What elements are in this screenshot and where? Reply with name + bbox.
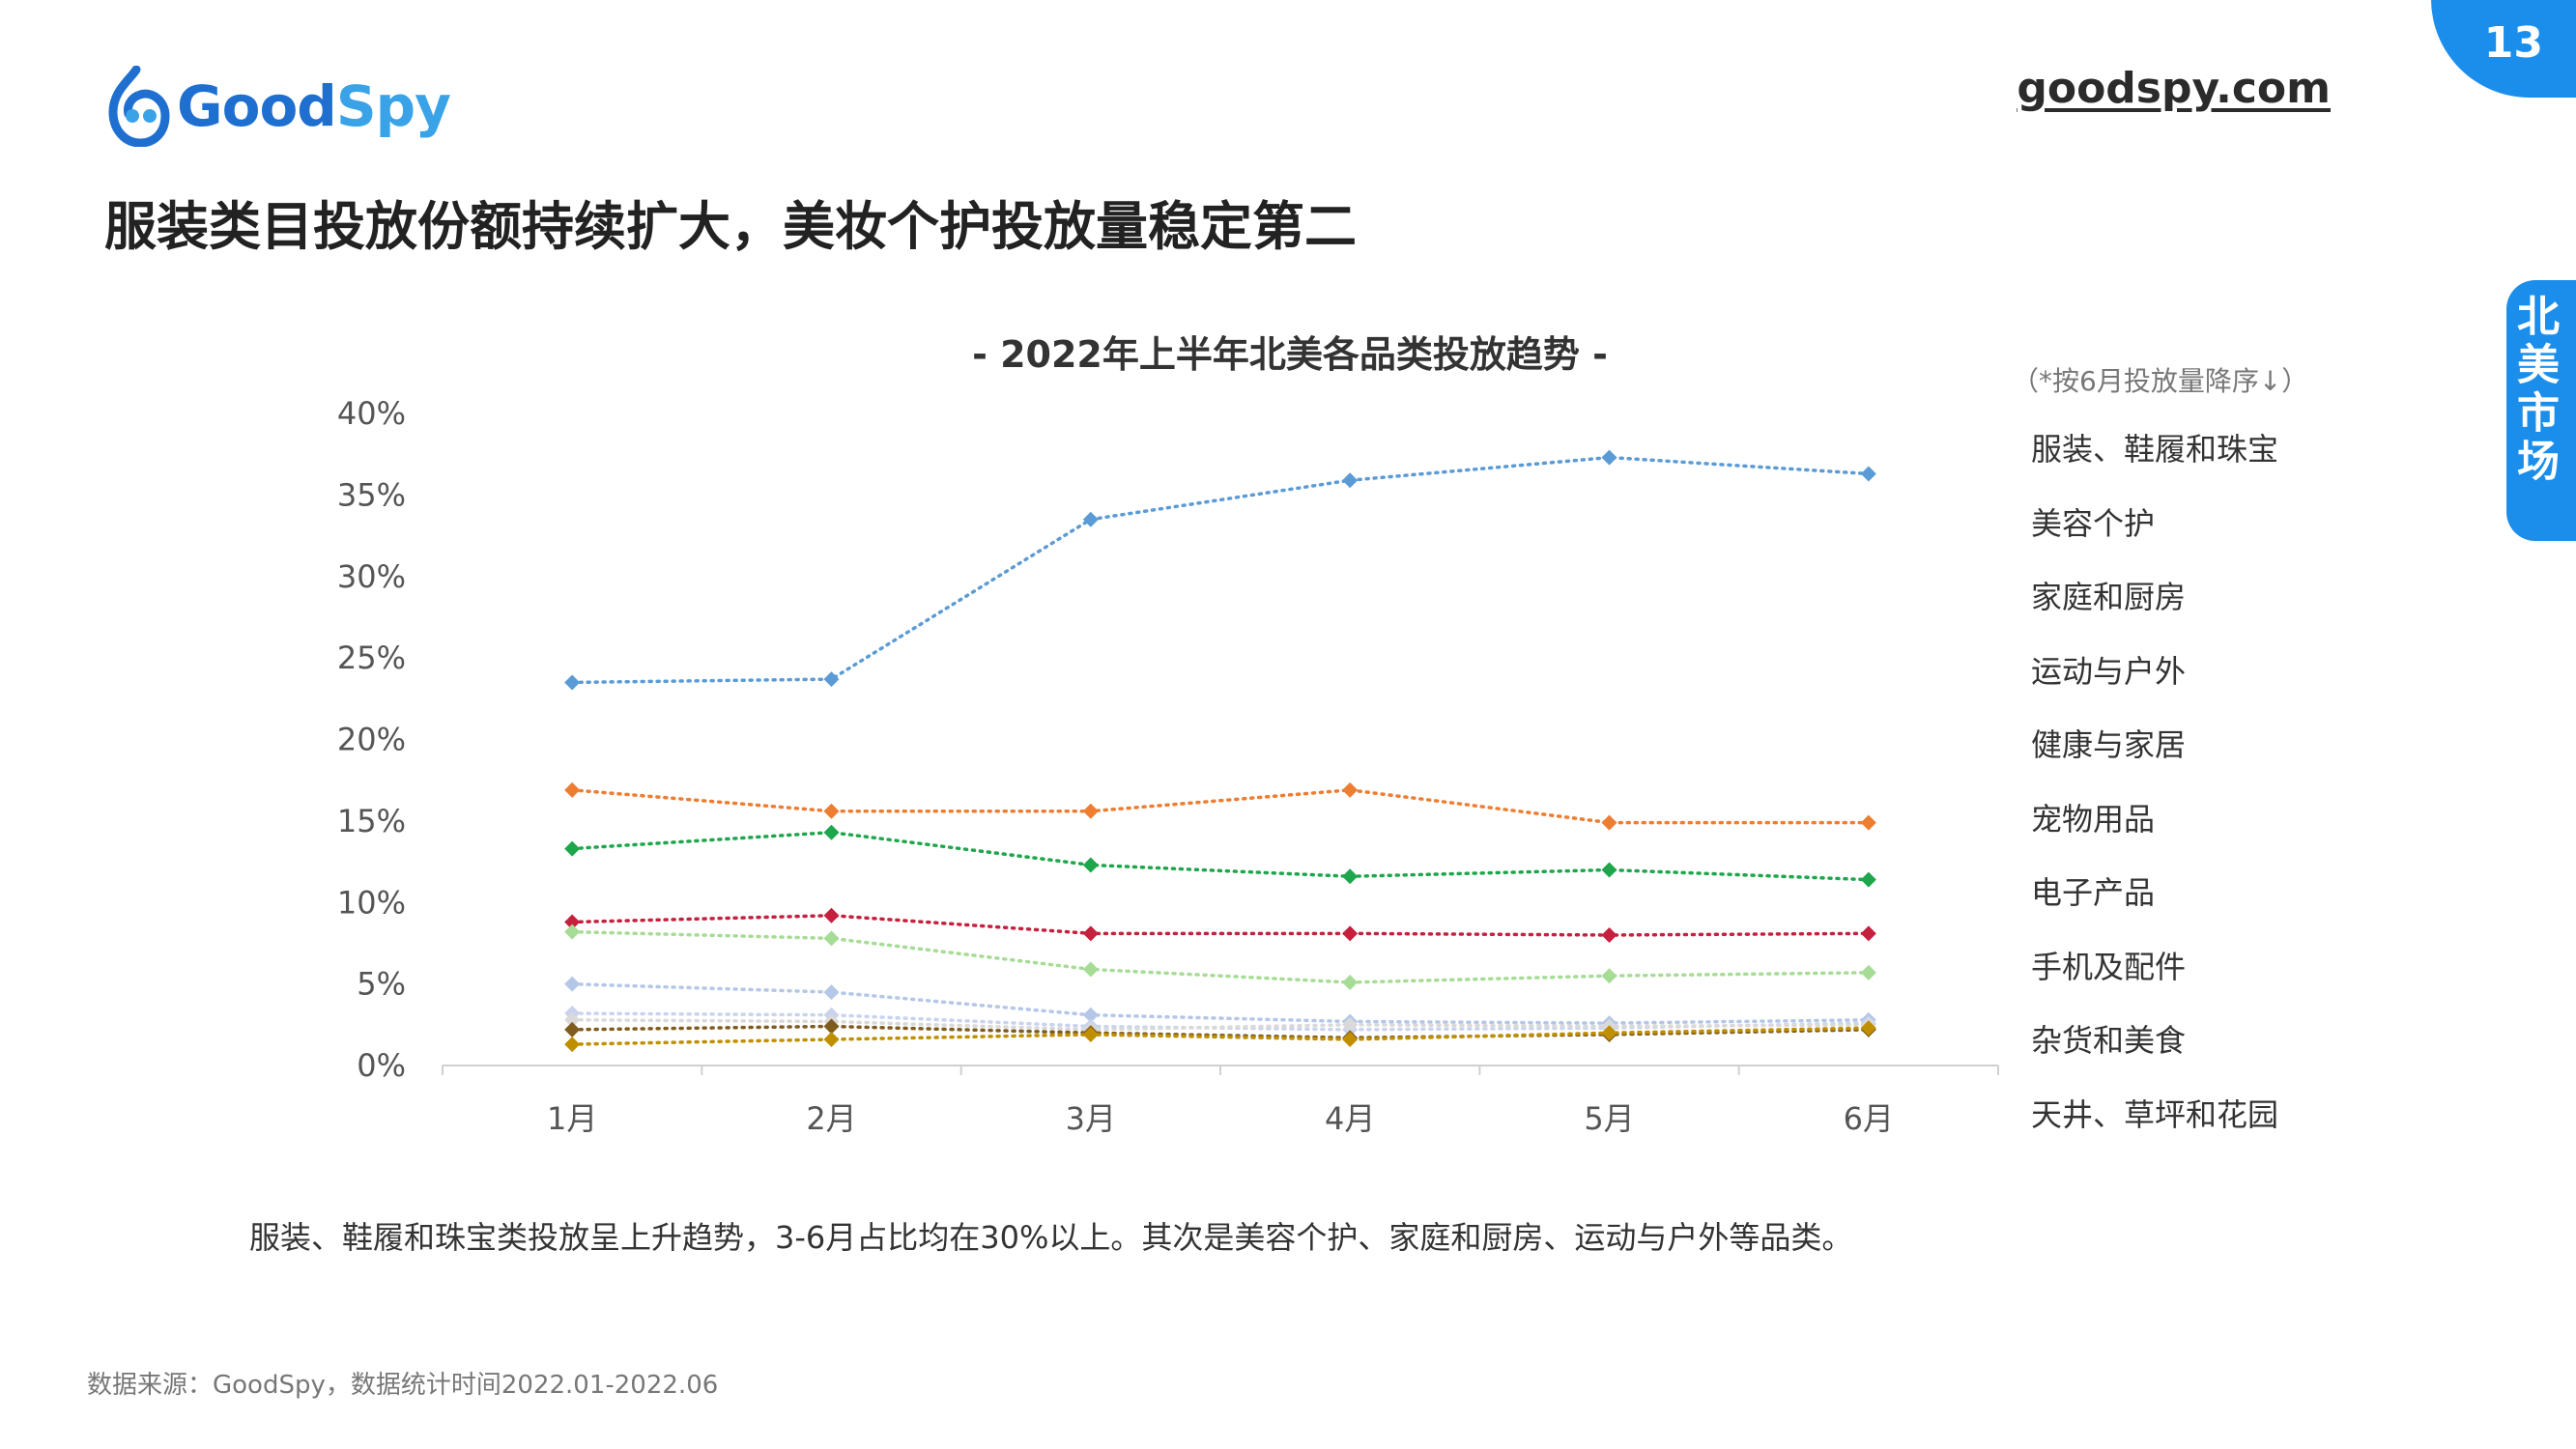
data-point — [564, 976, 581, 992]
data-point — [564, 781, 581, 798]
data-point — [564, 923, 581, 940]
data-point — [1342, 781, 1359, 798]
series-line — [570, 788, 1871, 825]
goodspy-logo: GoodSpy — [101, 66, 451, 147]
data-point — [1601, 1025, 1617, 1041]
x-tick-label: 4月 — [1325, 1100, 1375, 1137]
x-tick-label: 6月 — [1844, 1100, 1894, 1137]
legend-item: 服装、鞋履和珠宝 — [2031, 431, 2279, 468]
legend-item: 天井、草坪和花园 — [2031, 1095, 2279, 1133]
data-point — [1601, 968, 1617, 984]
x-tick-label: 1月 — [547, 1100, 597, 1137]
data-point — [564, 1011, 581, 1028]
data-point — [1860, 871, 1876, 888]
y-tick-label: 0% — [357, 1047, 406, 1084]
summary-text: 服装、鞋履和珠宝类投放呈上升趋势，3-6月占比均在30%以上。其次是美容个护、家… — [249, 1219, 1853, 1256]
y-tick-label: 10% — [337, 884, 406, 921]
legend-item: 美容个护 — [2031, 504, 2156, 542]
data-point — [1860, 1020, 1876, 1037]
data-point — [1342, 472, 1359, 489]
legend-note: （*按6月投放量降序↓） — [2012, 365, 2309, 397]
legend-item: 杂货和美食 — [2031, 1022, 2187, 1059]
legend-item: 手机及配件 — [2031, 948, 2187, 985]
logo-text-good: Good — [177, 73, 337, 139]
data-source: 数据来源：GoodSpy，数据统计时间2022.01-2022.06 — [87, 1371, 719, 1400]
data-point — [1082, 803, 1099, 819]
data-point — [823, 1018, 840, 1035]
series-line — [570, 1026, 1871, 1046]
data-point — [1601, 449, 1617, 466]
series-line — [570, 1018, 1871, 1032]
series-line — [570, 981, 1871, 1025]
y-tick-label: 15% — [337, 803, 406, 839]
data-point — [1082, 857, 1099, 873]
data-point — [823, 984, 840, 1001]
data-point — [1082, 925, 1099, 942]
section-side-tab-label: 北美市场 — [2509, 294, 2559, 487]
data-point — [1860, 466, 1876, 482]
legend-item: 电子产品 — [2031, 874, 2156, 911]
data-point — [564, 1037, 581, 1053]
data-point — [1342, 868, 1359, 885]
data-point — [1342, 1032, 1359, 1047]
legend-item: 宠物用品 — [2031, 800, 2156, 838]
y-tick-label: 25% — [337, 639, 406, 676]
data-point — [823, 907, 840, 923]
site-url-link[interactable]: goodspy.com — [2017, 64, 2331, 113]
data-point — [1601, 814, 1617, 831]
data-point — [564, 1021, 581, 1037]
section-side-tab: 北美市场 — [2506, 280, 2576, 541]
data-point — [823, 803, 840, 819]
chart-title: - 2022年上半年北美各品类投放趋势 - — [972, 333, 1608, 376]
data-point — [1342, 974, 1359, 990]
data-point — [1860, 964, 1876, 980]
y-tick-label: 35% — [337, 476, 406, 513]
data-point — [1082, 1007, 1099, 1023]
y-tick-label: 40% — [337, 395, 406, 432]
series-line — [570, 1024, 1871, 1040]
data-point — [823, 930, 840, 947]
series-line — [570, 929, 1871, 984]
data-point — [1601, 862, 1617, 878]
data-point — [564, 674, 581, 691]
data-point — [1860, 814, 1876, 831]
data-point — [823, 671, 840, 688]
legend-item: 家庭和厨房 — [2031, 579, 2187, 615]
page-number-badge: 13 — [2431, 0, 2576, 98]
data-point — [823, 1032, 840, 1047]
chart-legend: 服装、鞋履和珠宝 美容个护家庭和厨房运动与户外健康与家居宠物用品电子产品手机及配件… — [2031, 422, 2278, 1161]
data-point — [1601, 927, 1617, 943]
x-tick-label: 5月 — [1584, 1100, 1634, 1137]
logo-text-spy: Spy — [335, 73, 451, 139]
data-point — [1342, 925, 1359, 942]
series-line — [570, 830, 1871, 882]
y-tick-label: 5% — [357, 966, 406, 1003]
data-point — [1082, 511, 1099, 527]
data-point — [564, 840, 581, 857]
data-point — [1082, 1026, 1099, 1042]
data-point — [564, 914, 581, 930]
data-point — [823, 824, 840, 840]
x-tick-label: 2月 — [806, 1100, 856, 1137]
legend-item: 健康与家居 — [2031, 726, 2187, 763]
x-tick-label: 3月 — [1066, 1100, 1116, 1137]
y-tick-label: 20% — [337, 722, 406, 758]
data-point — [1082, 961, 1099, 978]
series-line — [570, 455, 1871, 685]
y-tick-label: 30% — [337, 558, 406, 595]
data-point — [1342, 1016, 1359, 1033]
page-title: 服装类目投放份额持续扩大，美妆个护投放量稳定第二 — [104, 196, 1357, 257]
legend-item: 运动与户外 — [2031, 652, 2187, 690]
data-point — [1860, 925, 1876, 942]
goodspy-logo-icon — [108, 66, 170, 147]
page-number: 13 — [2483, 18, 2543, 68]
series-line — [570, 913, 1871, 937]
